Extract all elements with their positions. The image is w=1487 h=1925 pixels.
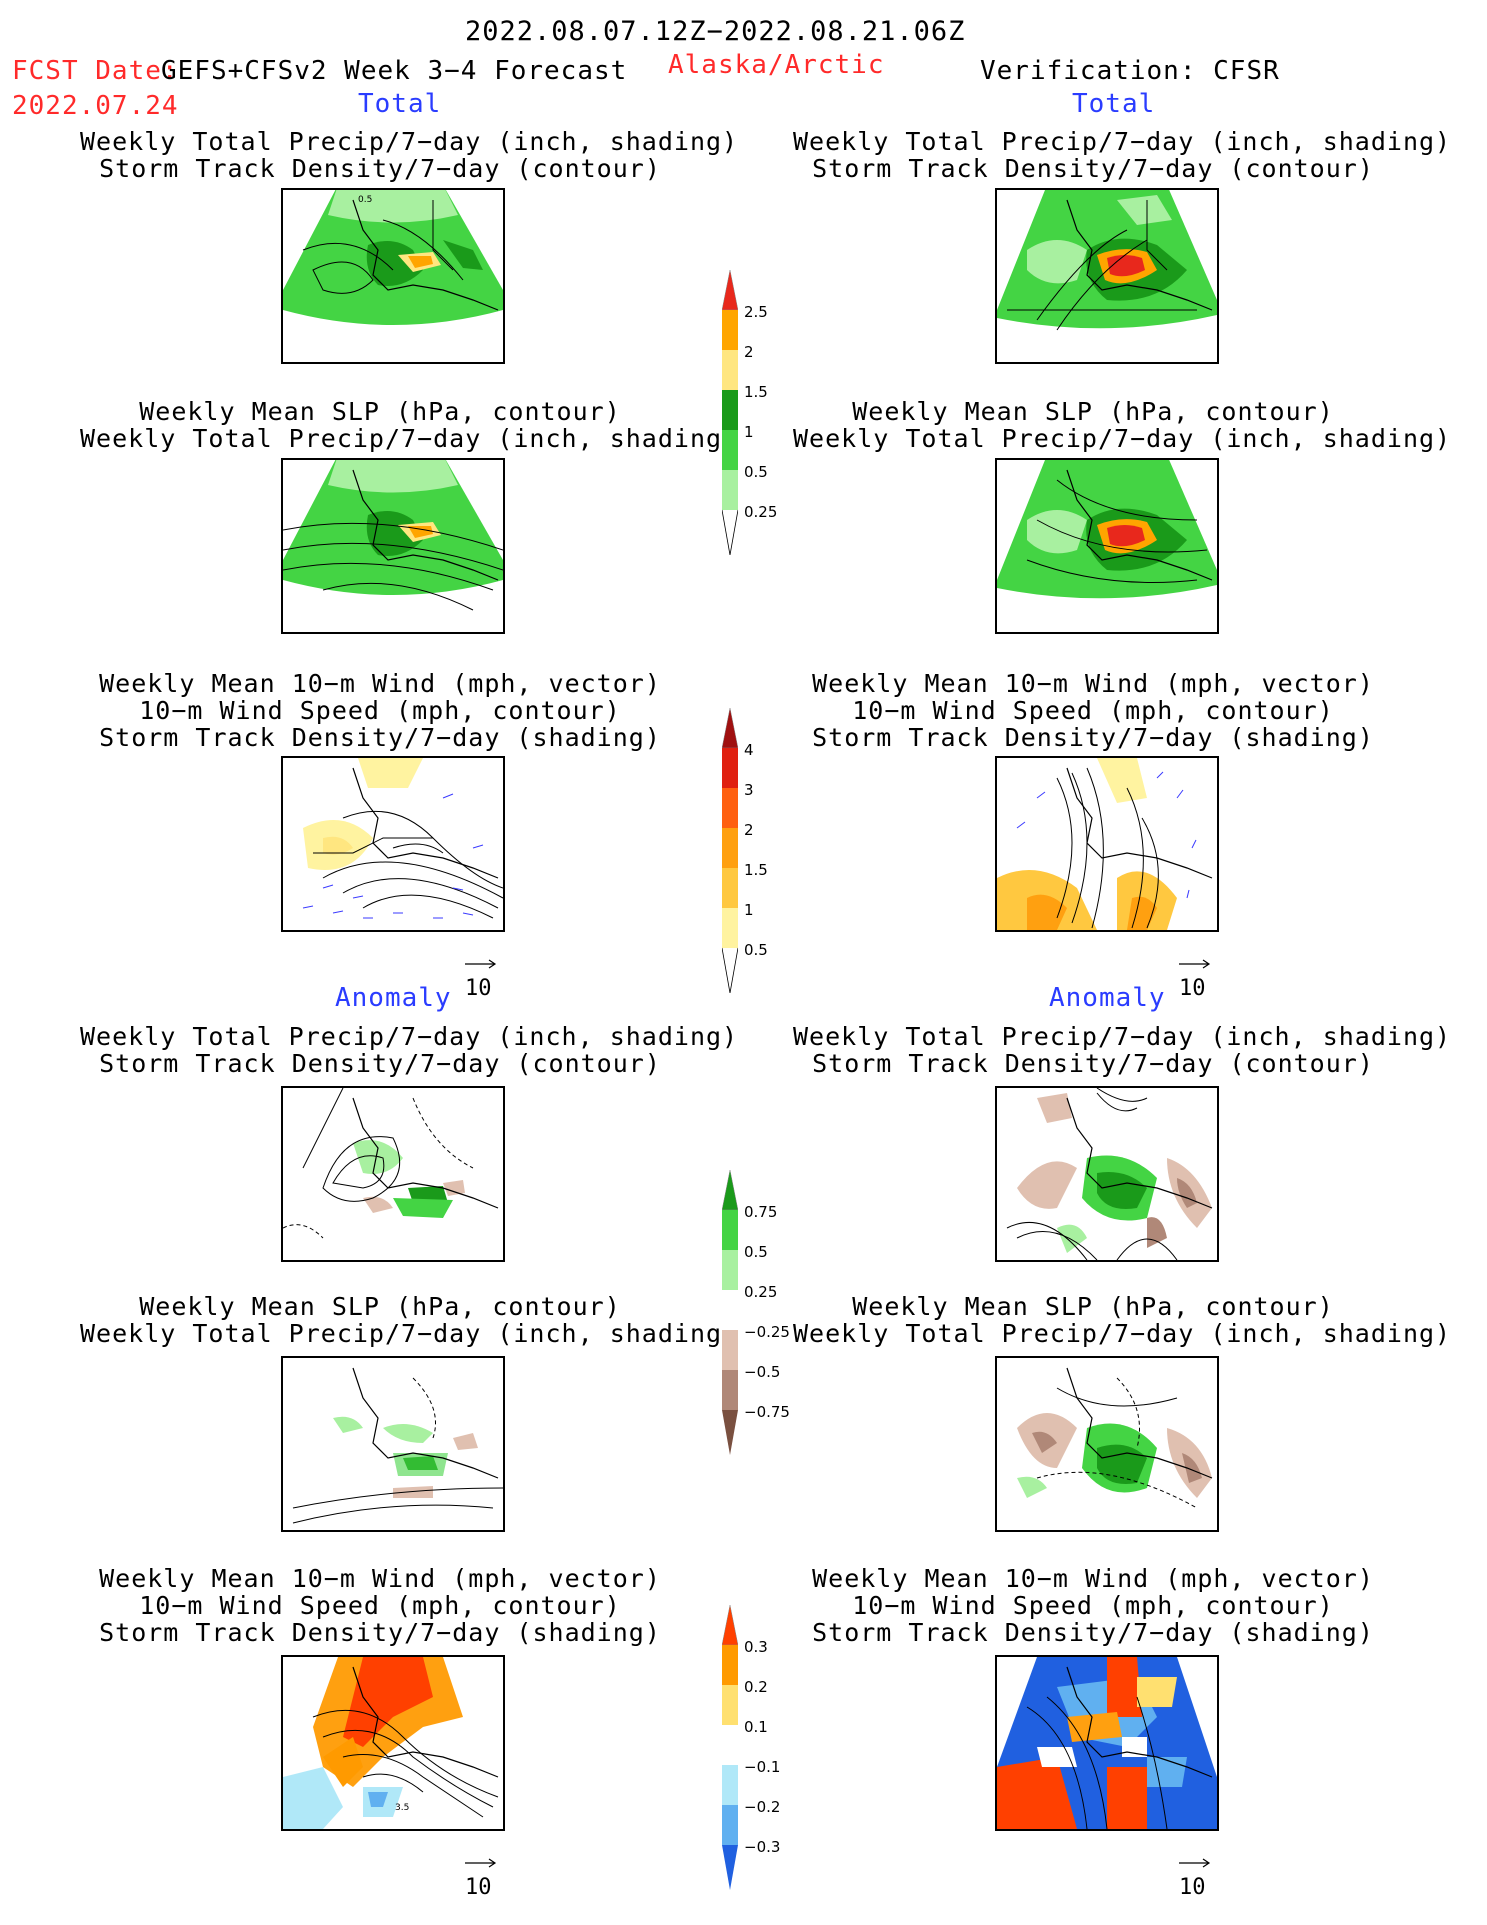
vector-ref-2: 10 <box>1177 958 1217 1008</box>
vector-ref-4: 10 <box>1177 1857 1217 1907</box>
cbar-label: 2.5 <box>744 303 768 321</box>
panel-title-6: Weekly Mean 10−m Wind (mph, vector) 10−m … <box>812 669 1374 752</box>
section-anomaly-right: Anomaly <box>1049 983 1166 1013</box>
map-anom-slp-forecast <box>281 1356 505 1532</box>
cbar-label: 0.3 <box>744 1638 768 1656</box>
colorbar-precip-anomaly: 0.75 0.5 0.25 −0.25 −0.5 −0.75 <box>722 1170 812 1455</box>
cbar-label: −0.5 <box>744 1363 781 1381</box>
cbar-label: −0.75 <box>744 1403 790 1421</box>
cbar-label: −0.1 <box>744 1758 781 1776</box>
cbar-label: 0.5 <box>744 941 768 959</box>
cbar-label: 1.5 <box>744 861 768 879</box>
cbar-label: 0.25 <box>744 503 778 521</box>
colorbar-storm-total: 4 3 2 1.5 1 0.5 <box>722 708 812 993</box>
map-wind-storm-verification <box>995 756 1219 932</box>
model-title: GEFS+CFSv2 Week 3−4 Forecast <box>161 56 628 86</box>
panel-title-11: Weekly Mean 10−m Wind (mph, vector) 10−m … <box>99 1564 661 1647</box>
map-anom-precip-verification <box>995 1086 1219 1262</box>
cbar-label: 4 <box>744 741 754 759</box>
panel-title-2: Weekly Total Precip/7−day (inch, shading… <box>793 127 1452 183</box>
date-range: 2022.08.07.12Z−2022.08.21.06Z <box>465 16 966 47</box>
section-total-right: Total <box>1072 89 1156 119</box>
contour-label: 0.5 <box>358 195 372 205</box>
map-total-precip-verification <box>995 188 1219 364</box>
map-anom-precip-forecast <box>281 1086 505 1262</box>
map-slp-precip-verification <box>995 458 1219 634</box>
cbar-label: 1.5 <box>744 383 768 401</box>
cbar-label: 2 <box>744 343 754 361</box>
region-label: Alaska/Arctic <box>668 50 885 80</box>
cbar-label: 0.1 <box>744 1718 768 1736</box>
cbar-label: 0.25 <box>744 1283 778 1301</box>
vector-ref-3: 10 <box>463 1857 503 1907</box>
cbar-label: −0.2 <box>744 1798 781 1816</box>
cbar-label: 3 <box>744 781 754 799</box>
colorbar-storm-anomaly: 0.3 0.2 0.1 −0.1 −0.2 −0.3 <box>722 1605 812 1890</box>
cbar-label: 0.2 <box>744 1678 768 1696</box>
cbar-label: 1 <box>744 423 754 441</box>
contour-label: 3.5 <box>395 1803 409 1813</box>
cbar-label: 0.5 <box>744 463 768 481</box>
verification-label: Verification: CFSR <box>980 56 1280 86</box>
panel-title-4: Weekly Mean SLP (hPa, contour) Weekly Tot… <box>793 397 1452 453</box>
panel-title-10: Weekly Mean SLP (hPa, contour) Weekly Tot… <box>793 1292 1452 1348</box>
vector-ref-1: 10 <box>463 958 503 1008</box>
panel-title-5: Weekly Mean 10−m Wind (mph, vector) 10−m … <box>99 669 661 752</box>
cbar-label: 0.75 <box>744 1203 778 1221</box>
fcst-date: 2022.07.24 <box>12 91 179 121</box>
map-anom-wind-verification <box>995 1655 1219 1831</box>
cbar-label: 0.5 <box>744 1243 768 1261</box>
section-anomaly-left: Anomaly <box>335 983 452 1013</box>
map-wind-storm-forecast <box>281 756 505 932</box>
panel-title-7: Weekly Total Precip/7−day (inch, shading… <box>80 1022 739 1078</box>
map-total-precip-forecast: 0.5 <box>281 188 505 364</box>
panel-title-3: Weekly Mean SLP (hPa, contour) Weekly Tot… <box>80 397 739 453</box>
colorbar-precip-total: 2.5 2 1.5 1 0.5 0.25 <box>722 270 812 555</box>
panel-title-1: Weekly Total Precip/7−day (inch, shading… <box>80 127 739 183</box>
cbar-label: 1 <box>744 901 754 919</box>
map-anom-slp-verification <box>995 1356 1219 1532</box>
panel-title-8: Weekly Total Precip/7−day (inch, shading… <box>793 1022 1452 1078</box>
cbar-label: 2 <box>744 821 754 839</box>
fcst-date-label: FCST Date: <box>12 56 179 86</box>
cbar-label: −0.25 <box>744 1323 790 1341</box>
map-slp-precip-forecast <box>281 458 505 634</box>
section-total-left: Total <box>358 89 442 119</box>
panel-title-12: Weekly Mean 10−m Wind (mph, vector) 10−m … <box>812 1564 1374 1647</box>
cbar-label: −0.3 <box>744 1838 781 1856</box>
map-anom-wind-forecast: 3.5 <box>281 1655 505 1831</box>
panel-title-9: Weekly Mean SLP (hPa, contour) Weekly Tot… <box>80 1292 739 1348</box>
